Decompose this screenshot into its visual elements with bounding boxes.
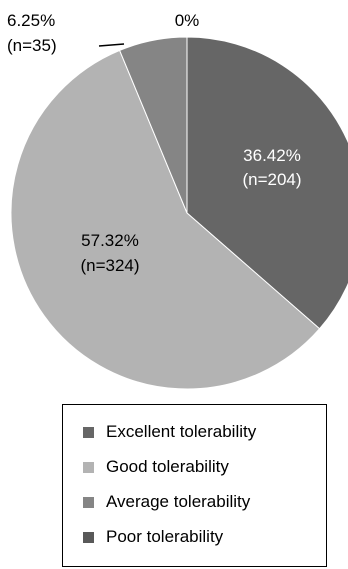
pie-labels: 0% 36.42% (n=204) 57.32% (n=324) 6.25% (… [7,11,302,275]
slice-label-average-n: (n=35) [7,36,57,55]
pie-slice-average [118,36,188,214]
legend-swatch-average [83,496,94,508]
slice-label-excellent-pct: 36.42% [243,146,301,165]
legend-label-excellent: Excellent tolerability [106,422,257,441]
legend-label-good: Good tolerability [106,457,229,476]
pie-slices [10,36,348,390]
slice-label-good-n: (n=324) [80,256,139,275]
legend-item-average: Average tolerability [83,491,250,513]
pie-slice-good [10,49,321,390]
slice-label-poor-pct: 0% [175,11,200,30]
legend: Excellent tolerability Good tolerability… [62,404,327,567]
slice-label-average-leader [98,43,125,47]
legend-item-excellent: Excellent tolerability [83,421,256,443]
legend-label-average: Average tolerability [106,492,251,511]
slice-label-good-pct: 57.32% [81,231,139,250]
legend-swatch-poor [83,531,94,543]
slice-label-excellent-n: (n=204) [242,170,301,189]
legend-swatch-excellent [83,426,94,438]
legend-item-poor: Poor tolerability [83,526,223,548]
slice-label-average-pct: 6.25% [7,11,55,30]
legend-label-poor: Poor tolerability [106,527,224,546]
legend-swatch-good [83,461,94,473]
legend-item-good: Good tolerability [83,456,229,478]
